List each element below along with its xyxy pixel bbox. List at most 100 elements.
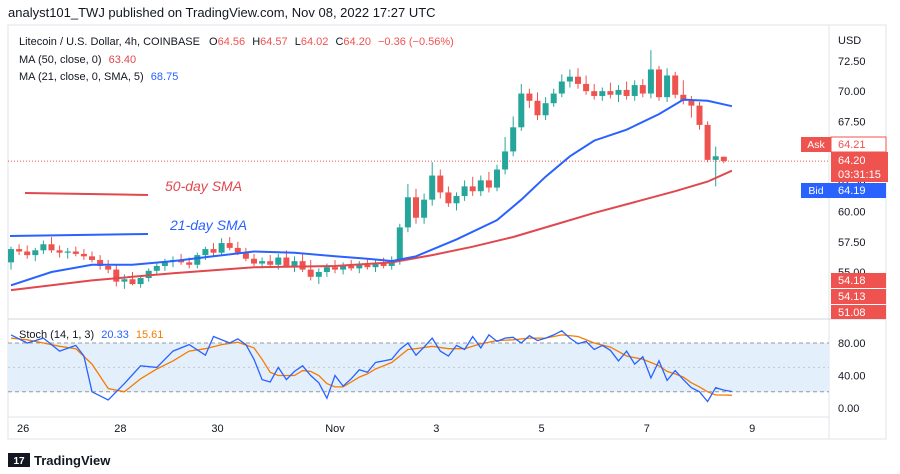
candle bbox=[242, 247, 249, 262]
candle bbox=[631, 80, 638, 101]
time-tick-label: 28 bbox=[114, 423, 126, 435]
stoch-d-line bbox=[10, 334, 732, 396]
annotation-50-line bbox=[24, 192, 149, 196]
candle-body bbox=[323, 267, 330, 272]
candle bbox=[461, 180, 468, 201]
bid-value-box bbox=[831, 183, 886, 198]
candle-body bbox=[226, 243, 233, 248]
tag-lower-1 bbox=[831, 273, 886, 288]
chart-frame bbox=[7, 24, 887, 440]
candle bbox=[696, 101, 703, 130]
candle-body bbox=[178, 259, 185, 263]
candle bbox=[32, 247, 39, 262]
candle bbox=[421, 193, 428, 224]
candle-body bbox=[421, 199, 428, 218]
candle bbox=[437, 169, 444, 199]
candle-body bbox=[380, 263, 387, 266]
candle-body bbox=[218, 243, 225, 253]
tag-lower-1-value: 54.18 bbox=[838, 275, 866, 287]
tag-lower-2-value: 54.13 bbox=[838, 291, 866, 303]
candle-body bbox=[656, 69, 662, 98]
candle bbox=[40, 240, 47, 254]
candle bbox=[469, 176, 476, 197]
footer-brand[interactable]: 17 TradingView bbox=[8, 449, 110, 471]
candle-body bbox=[24, 251, 31, 256]
candle-body bbox=[48, 244, 55, 251]
current-price-box bbox=[831, 152, 888, 182]
candle bbox=[502, 136, 509, 175]
candle bbox=[56, 245, 63, 258]
stoch-axis: 80.00 40.00 0.00 bbox=[838, 338, 866, 415]
candle-body bbox=[32, 250, 39, 256]
time-tick-label: 5 bbox=[538, 423, 544, 435]
candle-body bbox=[234, 247, 241, 253]
candle-body bbox=[210, 249, 217, 253]
candle-body bbox=[64, 251, 71, 253]
price-tick-label: 57.50 bbox=[838, 237, 866, 249]
stoch-tick-label: 0.00 bbox=[838, 403, 859, 415]
time-axis: 26 28 30 Nov 3 5 7 9 bbox=[17, 423, 755, 435]
price-tick-label: 72.50 bbox=[838, 56, 866, 68]
candle bbox=[664, 68, 671, 102]
candle bbox=[97, 255, 104, 270]
candle bbox=[534, 92, 541, 121]
candle bbox=[712, 146, 719, 187]
candle bbox=[575, 68, 581, 89]
candle-body bbox=[615, 89, 622, 95]
candles-group bbox=[8, 50, 727, 289]
candle-body bbox=[275, 257, 282, 265]
candle-body bbox=[129, 279, 136, 285]
candle bbox=[607, 82, 614, 99]
candle-body bbox=[461, 186, 468, 197]
candle-body bbox=[518, 93, 525, 128]
candle-body bbox=[445, 192, 452, 204]
candle-body bbox=[477, 180, 484, 192]
candle bbox=[267, 255, 274, 268]
tradingview-logo-icon: 17 bbox=[8, 453, 30, 467]
legend-ma21: MA (21, close, 0, SMA, 5) 68.75 bbox=[19, 71, 178, 83]
candle bbox=[153, 262, 160, 275]
candle bbox=[485, 171, 492, 193]
tag-lower-3-value: 51.08 bbox=[838, 307, 866, 319]
candle-body bbox=[664, 75, 671, 98]
candle-body bbox=[485, 180, 492, 188]
annotation-21-line bbox=[9, 233, 149, 237]
time-tick-label: 9 bbox=[749, 423, 755, 435]
candle-body bbox=[672, 75, 679, 95]
candle bbox=[518, 83, 525, 131]
candle-body bbox=[639, 85, 646, 94]
time-tick-label: 26 bbox=[17, 423, 29, 435]
candle-body bbox=[259, 261, 266, 264]
stoch-tick-label: 40.00 bbox=[838, 371, 866, 383]
ask-label-box bbox=[801, 137, 831, 152]
candle bbox=[72, 246, 79, 257]
candle-body bbox=[494, 169, 500, 188]
annotation-21-label: 21-day SMA bbox=[169, 217, 247, 233]
candle-body bbox=[550, 93, 557, 104]
candle bbox=[494, 164, 500, 192]
candle-body bbox=[453, 196, 460, 204]
candle bbox=[218, 238, 225, 256]
candle bbox=[48, 237, 55, 253]
annotation-50-label: 50-day SMA bbox=[165, 178, 242, 194]
ask-value: 64.21 bbox=[838, 139, 866, 151]
candle-body bbox=[704, 124, 711, 160]
candle-body bbox=[680, 94, 687, 101]
candle bbox=[16, 244, 23, 256]
price-tick-label: 67.50 bbox=[838, 116, 866, 128]
candle bbox=[291, 256, 298, 272]
candle-body bbox=[720, 156, 727, 162]
candle-body bbox=[8, 249, 14, 263]
candle bbox=[615, 85, 622, 102]
time-tick-label: 7 bbox=[644, 423, 650, 435]
candle-body bbox=[575, 76, 581, 84]
candle bbox=[24, 245, 31, 259]
candle-body bbox=[72, 251, 79, 254]
ask-label: Ask bbox=[807, 139, 825, 151]
candle bbox=[210, 243, 217, 257]
candle-body bbox=[348, 265, 355, 269]
candle bbox=[8, 246, 14, 270]
candle bbox=[340, 262, 347, 275]
candle bbox=[396, 223, 403, 265]
